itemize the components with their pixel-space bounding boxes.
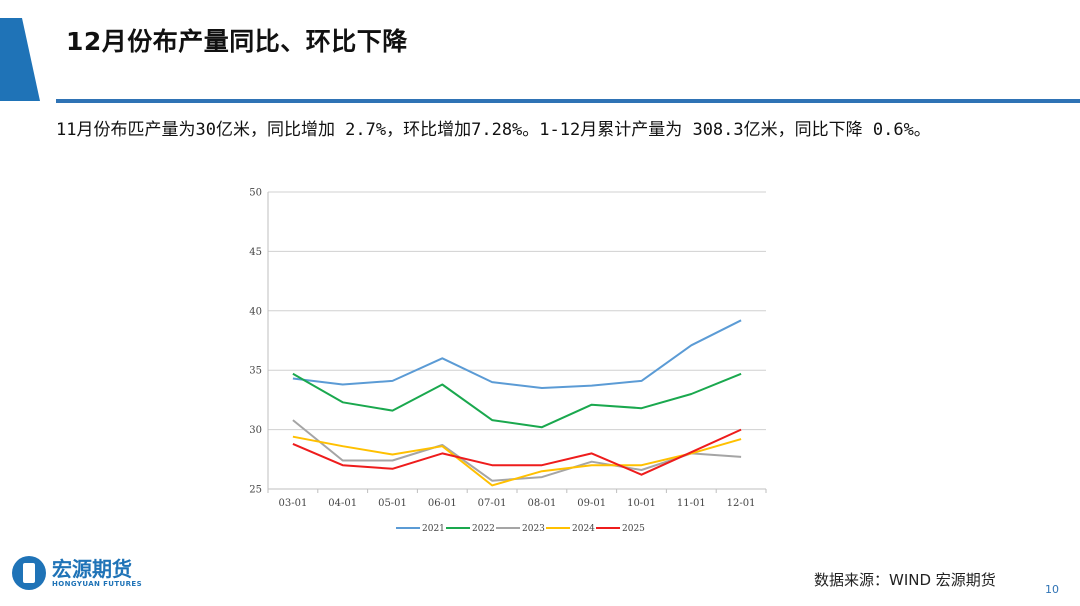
series-line-2022	[292, 372, 742, 429]
logo-text-en: HONGYUAN FUTURES	[52, 580, 143, 588]
grid-lines	[268, 191, 766, 431]
x-tick-label: 09-01	[577, 498, 606, 509]
x-tick-label: 03-01	[278, 498, 307, 509]
production-line-chart: 25 30 35 40 45 50 03-01 04-01 05-01 06-01 07-01 08-…	[249, 188, 767, 534]
series-line-2024	[292, 435, 742, 487]
x-tick-label: 10-01	[627, 498, 656, 509]
logo-text-cn: 宏源期货	[52, 557, 132, 581]
legend-label-2025: 2025	[622, 524, 645, 534]
axes: 25 30 35 40 45 50 03-01 04-01 05-01 06-01 07-01 08-…	[249, 188, 767, 509]
y-tick-label: 25	[249, 485, 262, 496]
x-tick-label: 12-01	[727, 498, 756, 509]
data-source: 数据来源：WIND 宏源期货	[814, 571, 996, 589]
x-tick-label: 08-01	[527, 498, 556, 509]
x-tick-label: 07-01	[478, 498, 507, 509]
y-tick-label: 30	[249, 425, 262, 436]
header-divider	[56, 99, 1080, 103]
x-tick-label: 05-01	[378, 498, 407, 509]
legend-label-2024: 2024	[572, 524, 595, 534]
x-tick-label: 11-01	[677, 498, 706, 509]
y-tick-label: 40	[249, 306, 262, 317]
legend-label-2021: 2021	[422, 524, 445, 534]
x-tick-label: 06-01	[428, 498, 457, 509]
legend-label-2023: 2023	[522, 524, 545, 534]
y-tick-label: 50	[249, 188, 262, 199]
x-tick-label: 04-01	[328, 498, 357, 509]
series-line-2021	[292, 319, 742, 389]
series-lines	[292, 319, 742, 487]
series-line-2025	[292, 428, 742, 476]
summary-text: 11月份布匹产量为30亿米，同比增加 2.7%，环比增加7.28%。1-12月累…	[56, 120, 931, 140]
company-logo: 宏源期货 HONGYUAN FUTURES	[12, 556, 142, 590]
legend-label-2022: 2022	[472, 524, 495, 534]
page-title: 12月份布产量同比、环比下降	[66, 27, 408, 56]
page-number: 10	[1045, 583, 1059, 596]
legend: 2021 2022 2023 2024 2025	[396, 524, 645, 534]
header-accent-shape	[0, 18, 40, 101]
y-tick-label: 35	[249, 366, 262, 377]
y-tick-label: 45	[249, 247, 262, 258]
logo-icon	[12, 556, 46, 590]
